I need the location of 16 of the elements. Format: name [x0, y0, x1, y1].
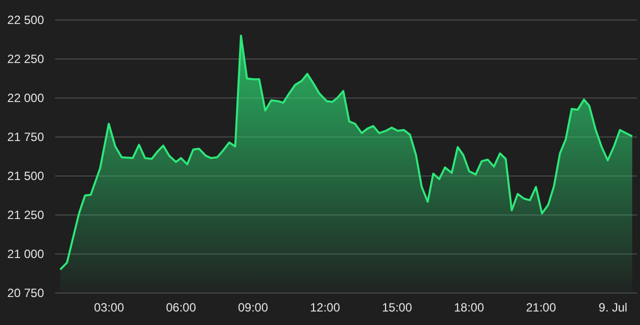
x-tick-label: 9. Jul — [598, 300, 628, 315]
y-tick-label: 22 500 — [7, 12, 44, 27]
y-tick-label: 21 500 — [7, 168, 44, 183]
y-tick-label: 21 250 — [7, 208, 44, 222]
x-tick-label: 18:00 — [454, 300, 484, 315]
x-tick-label: 15:00 — [382, 300, 412, 315]
x-tick-label: 06:00 — [166, 300, 196, 315]
y-tick-label: 20 750 — [7, 286, 44, 300]
x-tick-label: 03:00 — [94, 300, 124, 315]
y-tick-label: 21 000 — [7, 246, 44, 261]
x-tick-label: 12:00 — [310, 300, 340, 315]
y-tick-label: 22 000 — [7, 90, 44, 105]
x-tick-label: 21:00 — [526, 300, 556, 315]
x-tick-label: 09:00 — [238, 300, 268, 315]
y-tick-label: 22 250 — [7, 52, 44, 66]
y-tick-label: 21 750 — [7, 130, 44, 144]
